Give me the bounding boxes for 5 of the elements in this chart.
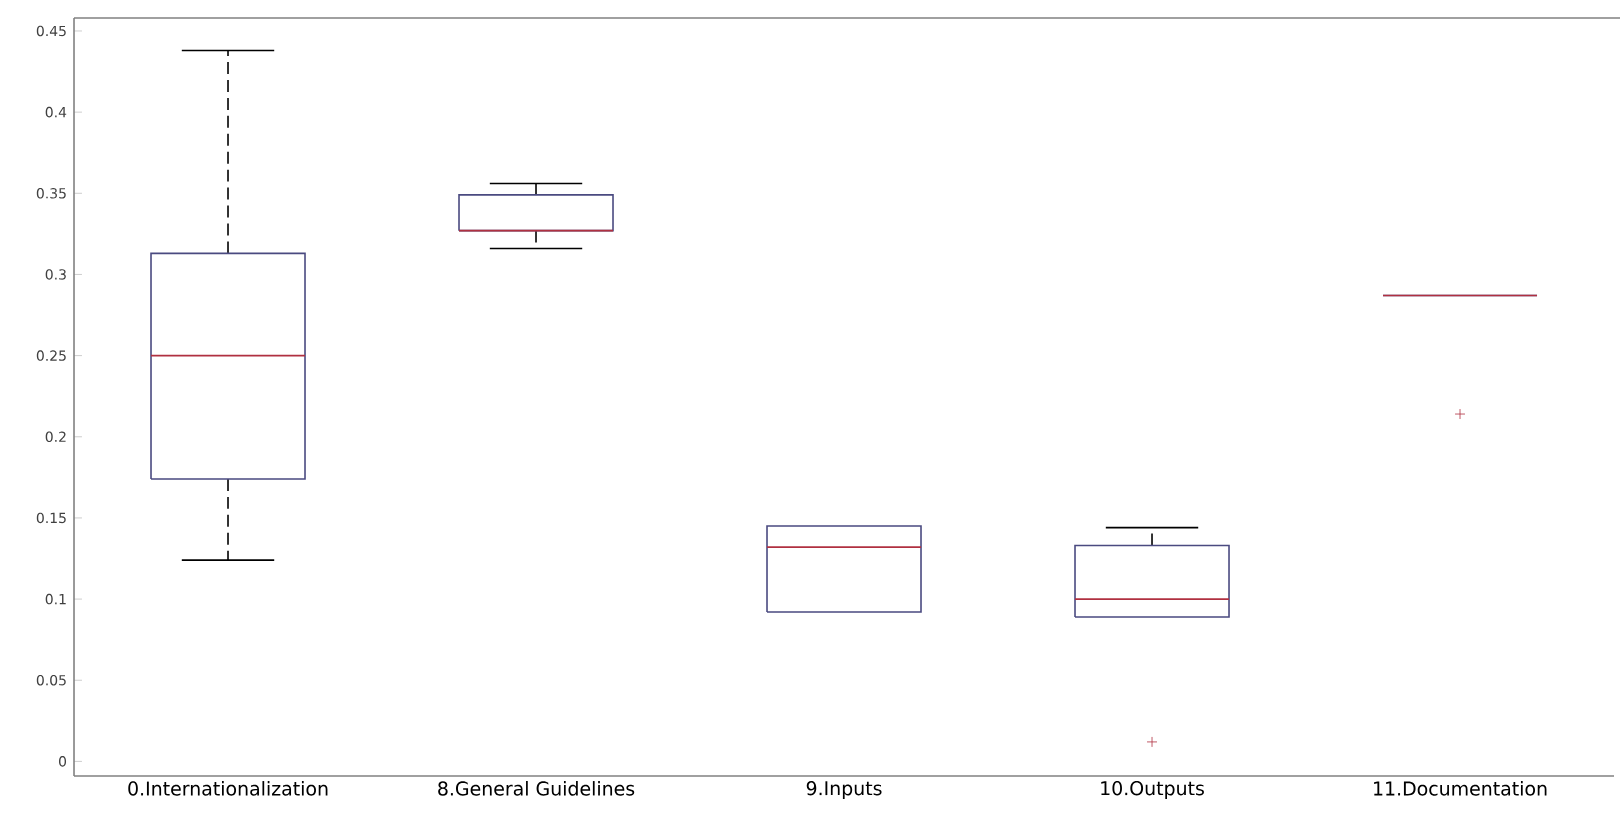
x-tick-label: 8.General Guidelines [438, 781, 635, 796]
x-tick-label: 9.Inputs [806, 781, 882, 800]
x-tick-label: 10.Outputs [1101, 781, 1204, 800]
x-tick-label: 11.Documentation [1374, 781, 1547, 796]
x-tick-label: 0.Internationalization [128, 781, 328, 796]
